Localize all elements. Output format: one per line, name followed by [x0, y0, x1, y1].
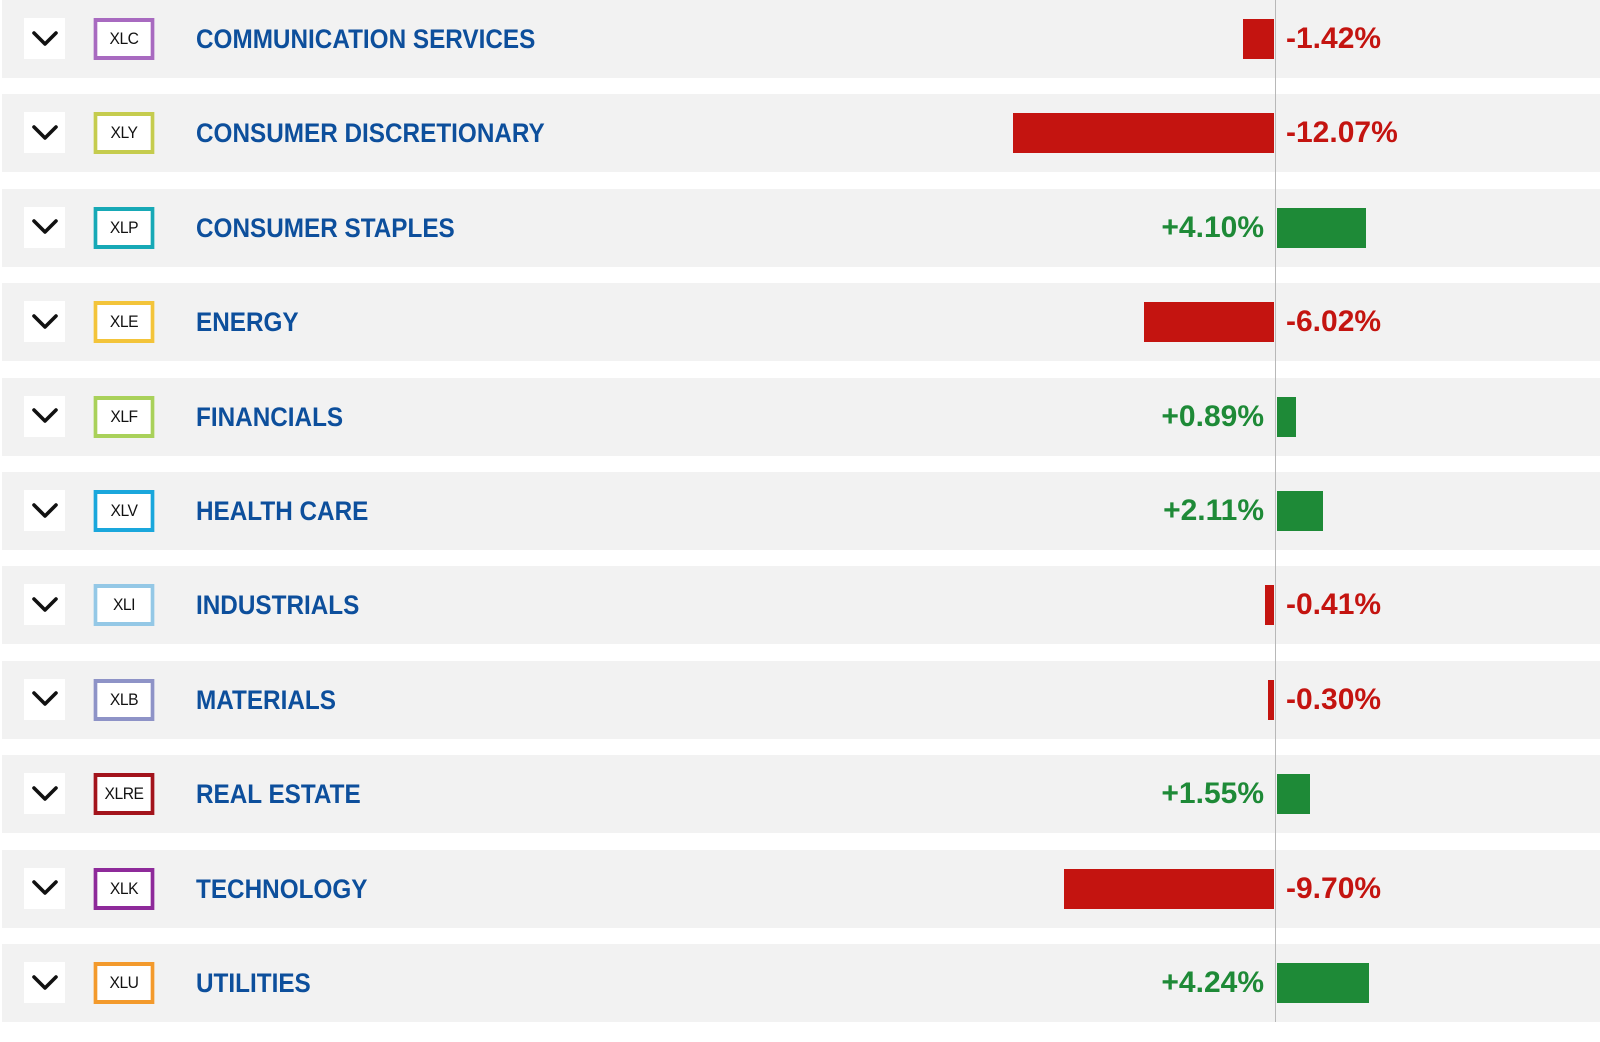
sector-name[interactable]: HEALTH CARE — [196, 496, 369, 526]
chevron-down-icon — [31, 597, 58, 612]
zero-axis-line — [1275, 0, 1276, 1022]
sector-row-industrials[interactable]: XLI INDUSTRIALS -0.41% — [2, 566, 1600, 645]
negative-change-bar — [1064, 868, 1274, 909]
sector-name[interactable]: FINANCIALS — [196, 401, 344, 432]
percent-change-label: +4.24% — [1161, 966, 1264, 999]
chevron-down-icon — [31, 408, 58, 423]
chevron-down-icon — [31, 219, 58, 235]
ticker-badge: XLU — [93, 962, 155, 1004]
sector-row-consumer-discretionary[interactable]: XLY CONSUMER DISCRETIONARY -12.07% — [2, 94, 1600, 173]
expand-button[interactable] — [24, 490, 65, 531]
expand-button[interactable] — [24, 395, 65, 437]
sector-name[interactable]: INDUSTRIALS — [196, 590, 360, 621]
expand-button[interactable] — [24, 773, 65, 815]
sector-name[interactable]: TECHNOLOGY — [196, 873, 368, 904]
percent-change-label: -1.42% — [1286, 22, 1382, 55]
chevron-down-icon — [31, 502, 58, 518]
negative-change-bar — [1143, 302, 1274, 343]
ticker-badge: XLY — [93, 112, 155, 155]
sector-row-materials[interactable]: XLB MATERIALS -0.30% — [2, 660, 1600, 739]
positive-change-bar — [1277, 963, 1369, 1003]
percent-change-label: -9.70% — [1286, 871, 1382, 905]
expand-button[interactable] — [24, 678, 65, 720]
sector-row-real-estate[interactable]: XLRE REAL ESTATE +1.55% — [2, 755, 1600, 834]
chevron-down-icon — [31, 691, 58, 707]
percent-change-label: +0.89% — [1161, 399, 1264, 433]
chevron-down-icon — [31, 30, 58, 46]
expand-button[interactable] — [24, 18, 65, 59]
negative-change-bar — [1267, 679, 1274, 720]
percent-change-label: -12.07% — [1286, 116, 1398, 150]
positive-change-bar — [1277, 396, 1297, 437]
percent-change-label: +2.11% — [1163, 494, 1264, 527]
ticker-badge: XLK — [93, 867, 155, 910]
sector-row-financials[interactable]: XLF FINANCIALS +0.89% — [2, 377, 1600, 456]
positive-change-bar — [1277, 207, 1366, 248]
sector-row-health-care[interactable]: XLV HEALTH CARE +2.11% — [2, 472, 1600, 550]
chevron-down-icon — [31, 785, 58, 801]
sector-name[interactable]: CONSUMER DISCRETIONARY — [196, 118, 545, 149]
expand-button[interactable] — [24, 206, 65, 248]
sector-row-utilities[interactable]: XLU UTILITIES +4.24% — [2, 944, 1600, 1022]
chevron-down-icon — [31, 974, 58, 990]
negative-change-bar — [1243, 19, 1274, 59]
expand-button[interactable] — [24, 584, 65, 626]
sector-name[interactable]: REAL ESTATE — [196, 779, 361, 810]
ticker-badge: XLI — [93, 584, 155, 627]
sector-name[interactable]: CONSUMER STAPLES — [196, 212, 455, 243]
ticker-badge: XLE — [93, 301, 155, 344]
percent-change-label: -0.41% — [1286, 588, 1382, 622]
percent-change-label: -6.02% — [1286, 305, 1382, 339]
ticker-badge: XLV — [93, 490, 155, 532]
positive-change-bar — [1277, 774, 1311, 815]
sector-name[interactable]: UTILITIES — [196, 968, 311, 998]
percent-change-label: +4.10% — [1161, 210, 1264, 244]
expand-button[interactable] — [24, 112, 65, 154]
sector-row-consumer-staples[interactable]: XLP CONSUMER STAPLES +4.10% — [2, 188, 1600, 267]
percent-change-label: +1.55% — [1161, 777, 1264, 811]
sector-row-energy[interactable]: XLE ENERGY -6.02% — [2, 283, 1600, 362]
expand-button[interactable] — [24, 962, 65, 1003]
sector-name[interactable]: ENERGY — [196, 307, 299, 338]
sector-name[interactable]: MATERIALS — [196, 684, 336, 715]
expand-button[interactable] — [24, 301, 65, 343]
sector-row-communication-services[interactable]: XLC COMMUNICATION SERVICES -1.42% — [2, 0, 1600, 78]
positive-change-bar — [1277, 491, 1323, 531]
chevron-down-icon — [31, 313, 58, 329]
ticker-badge: XLC — [93, 18, 155, 60]
ticker-badge: XLF — [93, 395, 155, 438]
percent-change-label: -0.30% — [1286, 682, 1382, 716]
negative-change-bar — [1013, 113, 1274, 154]
ticker-badge: XLB — [93, 678, 155, 721]
negative-change-bar — [1265, 585, 1274, 626]
chevron-down-icon — [31, 880, 58, 895]
expand-button[interactable] — [24, 867, 65, 909]
chevron-down-icon — [31, 125, 58, 140]
sector-name[interactable]: COMMUNICATION SERVICES — [196, 24, 536, 54]
ticker-badge: XLRE — [93, 773, 155, 816]
sector-row-technology[interactable]: XLK TECHNOLOGY -9.70% — [2, 849, 1600, 928]
ticker-badge: XLP — [93, 206, 155, 249]
